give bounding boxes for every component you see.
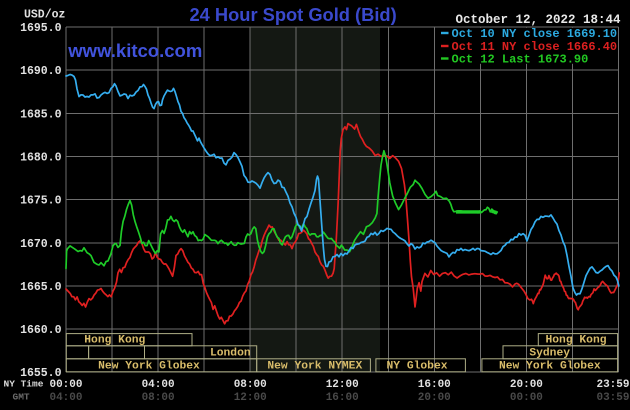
svg-text:1675.0: 1675.0 bbox=[20, 195, 62, 208]
svg-text:08:00: 08:00 bbox=[234, 379, 267, 391]
svg-text:London: London bbox=[210, 348, 251, 360]
svg-text:08:00: 08:00 bbox=[142, 392, 175, 404]
svg-text:04:00: 04:00 bbox=[142, 379, 175, 391]
svg-text:Hong Kong: Hong Kong bbox=[84, 335, 145, 347]
svg-text:24 Hour Spot Gold (Bid): 24 Hour Spot Gold (Bid) bbox=[190, 4, 397, 25]
svg-text:Oct 11 NY close 1666.40: Oct 11 NY close 1666.40 bbox=[452, 40, 618, 54]
svg-text:NY Globex: NY Globex bbox=[386, 361, 447, 373]
svg-text:1655.0: 1655.0 bbox=[20, 367, 62, 380]
svg-text:1690.0: 1690.0 bbox=[20, 65, 62, 78]
svg-text:1680.0: 1680.0 bbox=[20, 151, 62, 164]
svg-text:16:00: 16:00 bbox=[418, 379, 451, 391]
svg-text:1660.0: 1660.0 bbox=[20, 324, 62, 337]
svg-text:Sydney: Sydney bbox=[529, 348, 570, 360]
svg-text:www.kitco.com: www.kitco.com bbox=[67, 40, 202, 61]
svg-text:1695.0: 1695.0 bbox=[20, 22, 62, 35]
svg-text:New York Globex: New York Globex bbox=[499, 361, 601, 373]
svg-text:USD/oz: USD/oz bbox=[24, 9, 66, 22]
svg-text:1665.0: 1665.0 bbox=[20, 281, 62, 294]
svg-text:1685.0: 1685.0 bbox=[20, 108, 62, 121]
svg-text:New York Globex: New York Globex bbox=[98, 361, 200, 373]
svg-text:Hong Kong: Hong Kong bbox=[545, 335, 606, 347]
svg-text:Oct 10 NY close 1669.10: Oct 10 NY close 1669.10 bbox=[452, 27, 618, 41]
svg-text:1670.0: 1670.0 bbox=[20, 238, 62, 251]
svg-text:03:59: 03:59 bbox=[596, 392, 629, 404]
svg-text:16:00: 16:00 bbox=[326, 392, 359, 404]
svg-text:20:00: 20:00 bbox=[510, 379, 543, 391]
svg-text:GMT: GMT bbox=[13, 392, 30, 403]
svg-text:00:00: 00:00 bbox=[510, 392, 543, 404]
svg-text:23:59: 23:59 bbox=[596, 379, 629, 391]
svg-text:October 12, 2022 18:44: October 12, 2022 18:44 bbox=[455, 13, 621, 27]
svg-text:00:00: 00:00 bbox=[49, 379, 82, 391]
svg-text:New York NYMEX: New York NYMEX bbox=[267, 361, 362, 373]
svg-text:20:00: 20:00 bbox=[418, 392, 451, 404]
svg-text:12:00: 12:00 bbox=[234, 392, 267, 404]
svg-text:04:00: 04:00 bbox=[49, 392, 82, 404]
svg-text:12:00: 12:00 bbox=[326, 379, 359, 391]
svg-text:Oct 12 Last 1673.90: Oct 12 Last 1673.90 bbox=[452, 53, 589, 67]
svg-text:NY Time: NY Time bbox=[4, 379, 44, 390]
